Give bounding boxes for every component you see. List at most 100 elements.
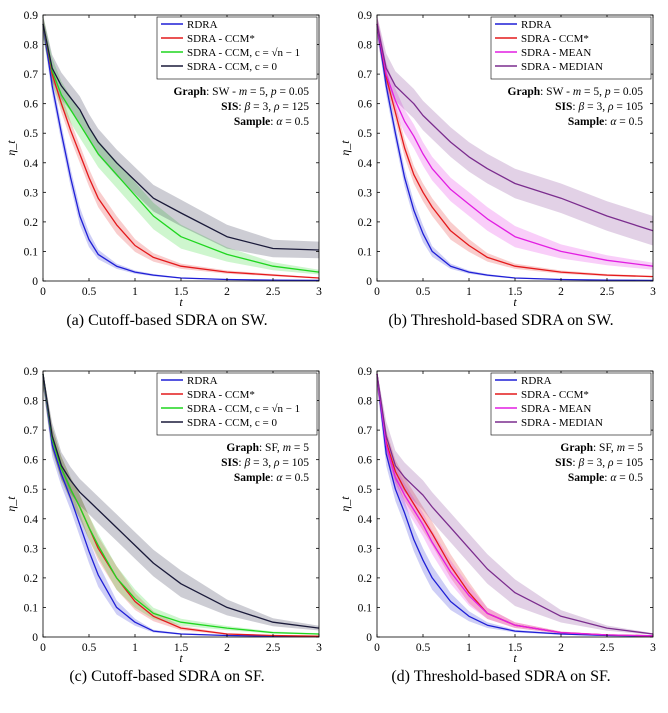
x-tick-label: 2.5	[266, 286, 281, 298]
x-axis-label: t	[513, 295, 517, 309]
annotation-segment: :	[270, 116, 276, 128]
y-tick-label: 0.5	[358, 484, 373, 496]
chart-panel-a: 0 0.5 1 1.5 2 2.5 3 0 0.1 0.2 0.3 0.4 0.5 0.6 0.7 0.8 0.…	[0, 0, 334, 356]
annotation-line: Sample: α = 0.5	[568, 116, 643, 128]
legend-label: SDRA - MEAN	[521, 47, 591, 59]
chart-caption-d: (d) Threshold-based SDRA on SF.	[391, 668, 611, 685]
annotation-segment: :	[270, 472, 276, 484]
annotation-segment: = 3,	[250, 101, 274, 113]
y-tick-label: 0.9	[24, 366, 39, 378]
legend-label: SDRA - MEDIAN	[521, 417, 603, 429]
legend-label: RDRA	[521, 375, 552, 387]
annotation-segment: Sample	[234, 116, 270, 128]
y-tick-label: 0.4	[24, 158, 39, 170]
legend-label: SDRA - CCM*	[187, 33, 255, 45]
legend-box	[490, 16, 652, 80]
annotation-segment: Sample	[234, 472, 270, 484]
x-tick-label: 2	[558, 286, 564, 298]
x-tick-label: 0	[374, 286, 380, 298]
legend-label: SDRA - CCM*	[187, 389, 255, 401]
y-tick-label: 0.5	[358, 128, 373, 140]
x-tick-label: 0	[40, 286, 46, 298]
annotation-segment: = 0.5	[282, 116, 309, 128]
annotation-segment: m	[573, 86, 581, 98]
annotation-segment: ρ	[607, 457, 614, 469]
legend-box	[156, 372, 318, 436]
y-tick-label: 0.7	[358, 69, 373, 81]
y-tick-label: 0.6	[358, 99, 373, 111]
annotation-segment: Graph	[174, 86, 207, 98]
series-line-1	[42, 23, 320, 279]
legend-box	[156, 16, 318, 80]
annotation-segment: = 125	[280, 101, 310, 113]
annotation-segment: = 3,	[584, 457, 608, 469]
y-tick-label: 0.2	[24, 217, 39, 229]
annotation-segment: = 3,	[584, 101, 608, 113]
x-tick-label: 0.5	[416, 286, 431, 298]
annotation-segment: m	[617, 442, 625, 454]
annotation-segment: p	[270, 86, 277, 98]
series-line-3	[42, 373, 320, 629]
confidence-band-3	[43, 15, 319, 259]
chart-panel-d: 0 0.5 1 1.5 2 2.5 3 0 0.1 0.2 0.3 0.4 0.5 0.6 0.7 0.8 0.…	[334, 356, 668, 712]
legend-label: SDRA - CCM, c = 0	[187, 61, 277, 73]
y-tick-label: 0.3	[24, 543, 39, 555]
annotation-line: SIS: β = 3, ρ = 105	[221, 457, 309, 469]
y-tick-label: 0.3	[358, 543, 373, 555]
legend-label: RDRA	[187, 375, 218, 387]
annotation-segment: ρ	[273, 457, 280, 469]
chart-svg-a: 0 0.5 1 1.5 2 2.5 3 0 0.1 0.2 0.3 0.4 0.5 0.6 0.7 0.8 0.…	[4, 10, 322, 309]
annotation-segment: = 0.5	[282, 472, 309, 484]
x-tick-label: 3	[650, 642, 656, 654]
annotation-segment: = 0.05	[277, 86, 310, 98]
y-tick-label: 0.4	[24, 514, 39, 526]
y-tick-label: 0.8	[24, 396, 39, 408]
annotation-segment: : SF,	[593, 442, 617, 454]
x-tick-label: 1	[466, 642, 472, 654]
chart-panel-c: 0 0.5 1 1.5 2 2.5 3 0 0.1 0.2 0.3 0.4 0.5 0.6 0.7 0.8 0.…	[0, 356, 334, 712]
y-tick-label: 0.2	[358, 217, 373, 229]
annotation-line: Graph: SF, m = 5	[560, 442, 643, 454]
series-line-3	[376, 23, 654, 232]
annotation-line: Graph: SW - m = 5, p = 0.05	[174, 86, 310, 98]
x-tick-label: 1.5	[508, 286, 523, 298]
x-tick-label: 0.5	[82, 642, 97, 654]
x-tick-label: 3	[650, 286, 656, 298]
x-tick-label: 0.5	[82, 286, 97, 298]
series-line-0	[376, 373, 654, 637]
annotation-segment: ρ	[607, 101, 614, 113]
confidence-band-3	[377, 371, 653, 635]
y-tick-label: 0.4	[358, 514, 373, 526]
legend-label: SDRA - CCM*	[521, 389, 589, 401]
y-tick-label: 0.8	[24, 40, 39, 52]
annotation-segment: p	[604, 86, 611, 98]
x-axis-label: t	[513, 651, 517, 665]
annotation-line: SIS: β = 3, ρ = 125	[221, 101, 309, 113]
y-tick-label: 0.1	[358, 602, 373, 614]
y-axis-label: η_t	[338, 140, 352, 156]
annotation-segment: α	[610, 472, 617, 484]
x-axis-label: t	[179, 651, 183, 665]
y-tick-label: 0.8	[358, 396, 373, 408]
annotation-line: Graph: SF, m = 5	[226, 442, 309, 454]
x-tick-label: 0	[374, 642, 380, 654]
y-axis-label: η_t	[4, 496, 18, 512]
x-tick-label: 2.5	[600, 642, 615, 654]
annotation-segment: :	[572, 457, 578, 469]
annotation-segment: = 5,	[247, 86, 271, 98]
series-line-2	[42, 23, 320, 273]
annotation-segment: α	[610, 116, 617, 128]
x-tick-label: 2.5	[600, 286, 615, 298]
annotation-segment: m	[239, 86, 247, 98]
y-axis-label: η_t	[338, 496, 352, 512]
annotation-segment: : SW -	[206, 86, 239, 98]
chart-svg-c: 0 0.5 1 1.5 2 2.5 3 0 0.1 0.2 0.3 0.4 0.5 0.6 0.7 0.8 0.…	[4, 366, 322, 665]
annotation-segment: = 5	[291, 442, 309, 454]
x-tick-label: 2	[558, 642, 564, 654]
chart-caption-c: (c) Cutoff-based SDRA on SF.	[69, 668, 265, 685]
annotation-segment: :	[604, 116, 610, 128]
legend-label: RDRA	[521, 19, 552, 31]
chart-svg-b: 0 0.5 1 1.5 2 2.5 3 0 0.1 0.2 0.3 0.4 0.5 0.6 0.7 0.8 0.…	[338, 10, 656, 309]
chart-svg-d: 0 0.5 1 1.5 2 2.5 3 0 0.1 0.2 0.3 0.4 0.5 0.6 0.7 0.8 0.…	[338, 366, 656, 665]
annotation-segment: = 0.5	[616, 472, 643, 484]
